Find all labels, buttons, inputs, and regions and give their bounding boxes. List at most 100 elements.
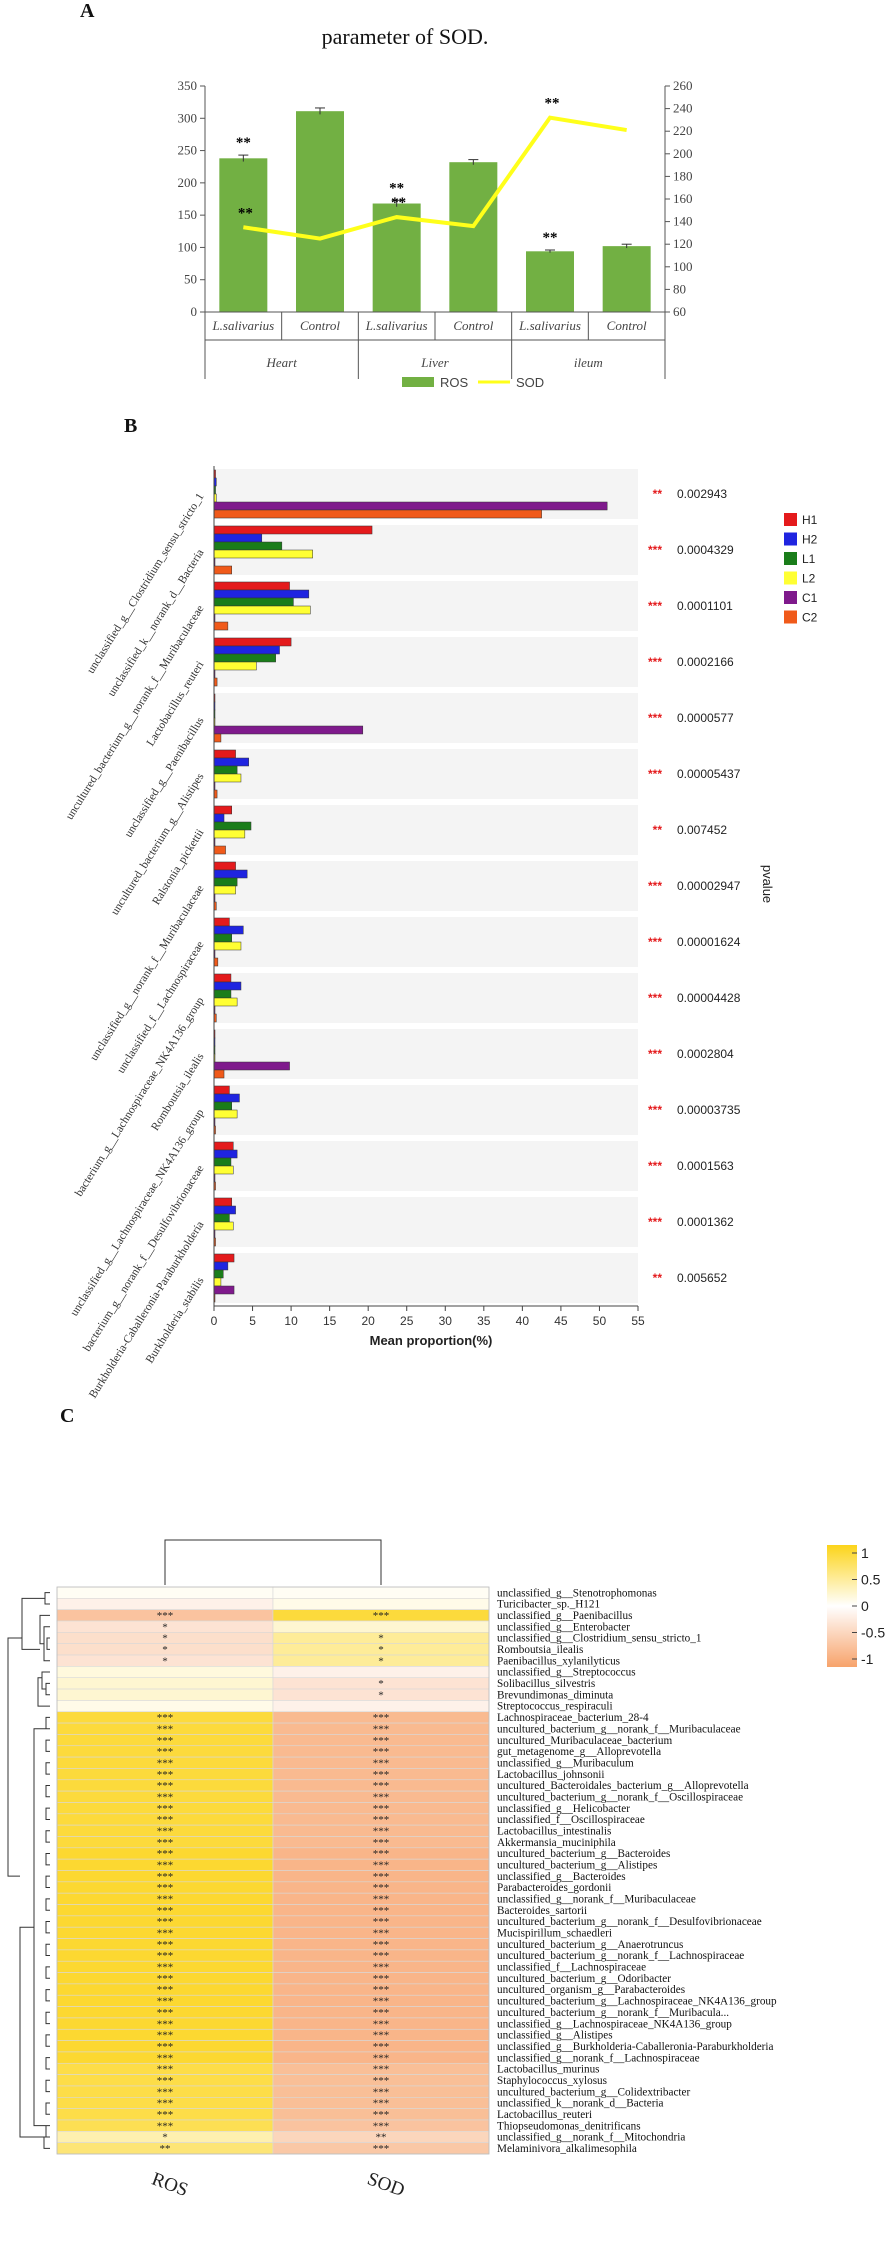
chart-c-row-label: uncultured_bacterium_g__Bacteroides bbox=[497, 1848, 670, 1860]
chart-c-row-label: uncultured_bacterium_g__Anaerotruncus bbox=[497, 1939, 683, 1951]
chart-b-significance-stars: *** bbox=[648, 991, 662, 1005]
chart-c-row-label: uncultured_Muribaculaceae_bacterium bbox=[497, 1735, 672, 1747]
chart-c-cell-stars: *** bbox=[373, 1746, 390, 1758]
chart-a-right-tick-label: 180 bbox=[673, 168, 693, 183]
chart-c-row-label: unclassified_g__norank_f__Lachnospiracea… bbox=[497, 2052, 700, 2064]
chart-c-cell-stars: *** bbox=[373, 1950, 390, 1962]
chart-c-cell-stars: * bbox=[162, 2132, 168, 2144]
chart-c-cell-stars: *** bbox=[373, 1712, 390, 1724]
chart-c-cell-stars: *** bbox=[157, 1860, 174, 1872]
chart-c-row-label: Solibacillus_silvestris bbox=[497, 1678, 595, 1690]
chart-b-legend-swatch-H1 bbox=[784, 513, 797, 526]
chart-c-row-label: unclassified_g__Lachnospiraceae_NK4A136_… bbox=[497, 2018, 732, 2030]
chart-a-sod-star: ** bbox=[545, 96, 560, 112]
chart-c-cell-stars: *** bbox=[373, 1723, 390, 1735]
chart-a-ros-bar bbox=[526, 251, 574, 312]
chart-b-pvalue: 0.002943 bbox=[677, 487, 727, 501]
chart-c-cell-ROS bbox=[56, 1586, 274, 1599]
chart-b-significance-stars: *** bbox=[648, 879, 662, 893]
chart-c-row-label: uncultured_bacterium_g__Odoribacter bbox=[497, 1973, 671, 1985]
chart-b-x-tick-label: 15 bbox=[323, 1314, 337, 1328]
chart-c-cell-stars: *** bbox=[373, 1825, 390, 1837]
chart-b-x-tick-label: 40 bbox=[516, 1314, 530, 1328]
chart-a-category-label: Control bbox=[607, 318, 647, 333]
chart-c-cell-stars: *** bbox=[373, 2075, 390, 2087]
chart-c-column-label: ROS bbox=[149, 2169, 191, 2201]
chart-a-category-label: Control bbox=[453, 318, 493, 333]
chart-c-heatmap-border bbox=[56, 1586, 490, 2155]
chart-c-cell-stars: *** bbox=[157, 1837, 174, 1849]
chart-b-pvalue: 0.00001624 bbox=[677, 935, 741, 949]
chart-c-cell-stars: *** bbox=[373, 2018, 390, 2030]
chart-c-cell-stars: *** bbox=[373, 2007, 390, 2019]
chart-b-legend-label-C1: C1 bbox=[802, 591, 818, 605]
chart-b-x-tick-label: 45 bbox=[554, 1314, 568, 1328]
chart-c-cell-SOD bbox=[272, 1666, 490, 1679]
chart-c-row-label: Parabacteroides_gordonii bbox=[497, 1882, 611, 1894]
chart-c-cell-stars: *** bbox=[157, 1871, 174, 1883]
chart-c-row-label: uncultured_bacterium_g__norank_f__Desulf… bbox=[497, 1916, 762, 1928]
chart-c-cell-stars: *** bbox=[157, 2018, 174, 2030]
chart-c-cell-stars: ** bbox=[160, 2143, 171, 2155]
chart-a-group-label: Liver bbox=[420, 355, 449, 370]
chart-b-x-tick-label: 20 bbox=[362, 1314, 376, 1328]
chart-a-left-tick-label: 350 bbox=[178, 78, 198, 93]
chart-c-row-label: unclassified_f__Oscillospiraceae bbox=[497, 1814, 645, 1826]
chart-b-x-tick-label: 25 bbox=[400, 1314, 414, 1328]
chart-b-pvalue: 0.005652 bbox=[677, 1271, 727, 1285]
chart-c-row-label: uncultured_bacterium_g__norank_f__Muriba… bbox=[497, 2007, 729, 2019]
chart-c-cell-stars: *** bbox=[157, 1814, 174, 1826]
chart-b-row-background bbox=[214, 917, 638, 967]
chart-c-row-label: uncultured_bacterium_g__Alistipes bbox=[497, 1860, 657, 1872]
chart-a-category-label: L.salivarius bbox=[365, 318, 428, 333]
chart-b-row-background bbox=[214, 973, 638, 1023]
chart-c-row-label: unclassified_g__Alistipes bbox=[497, 2030, 613, 2042]
chart-c-row-label: Akkermansia_muciniphila bbox=[497, 1837, 616, 1849]
chart-b-significance-stars: ** bbox=[653, 487, 663, 501]
chart-c-cell-stars: *** bbox=[373, 1860, 390, 1872]
chart-b-x-tick-label: 5 bbox=[249, 1314, 256, 1328]
chart-a-left-tick-label: 250 bbox=[178, 143, 198, 158]
chart-a-category-label: L.salivarius bbox=[211, 318, 274, 333]
chart-c-cell-stars: *** bbox=[157, 2075, 174, 2087]
chart-c-row-label: Lactobacillus_johnsonii bbox=[497, 1769, 605, 1781]
chart-c-row-label: unclassified_g__Paenibacillus bbox=[497, 1610, 632, 1622]
chart-c-cell-stars: * bbox=[162, 1655, 168, 1667]
chart-c-cell-stars: *** bbox=[157, 1780, 174, 1792]
chart-c-cell-stars: *** bbox=[157, 1803, 174, 1815]
chart-a-title: parameter of SOD. bbox=[321, 24, 489, 49]
chart-a-ros-sod: 0 50 100 150 200 250 300 350 60 80 100 120 140 160 180… bbox=[178, 78, 693, 390]
chart-c-cell-ROS bbox=[56, 1688, 274, 1701]
chart-a-ros-bar bbox=[219, 158, 268, 312]
chart-c-cell-stars: *** bbox=[373, 1882, 390, 1894]
chart-c-cell-ROS bbox=[56, 1666, 274, 1679]
chart-c-row-label: Streptococcus_respiraculi bbox=[497, 1701, 613, 1713]
chart-b-pvalue: 0.0000577 bbox=[677, 711, 734, 725]
chart-c-row-label: uncultured_organism_g__Parabacteroides bbox=[497, 1984, 685, 1996]
chart-a-ros-star: ** bbox=[543, 230, 558, 246]
chart-c-row-label: unclassified_g__Burkholderia-Caballeroni… bbox=[497, 2041, 774, 2053]
chart-a-right-tick-label: 160 bbox=[673, 191, 693, 206]
chart-b-significance-stars: *** bbox=[648, 599, 662, 613]
chart-b-pvalue-axis-title: pvalue bbox=[760, 865, 775, 903]
chart-c-color-scale-label: 0.5 bbox=[861, 1572, 881, 1588]
chart-c-cell-stars: *** bbox=[157, 1984, 174, 1996]
chart-c-cell-stars: *** bbox=[157, 1723, 174, 1735]
chart-a-ros-bar bbox=[449, 162, 498, 312]
chart-a-right-tick-label: 140 bbox=[673, 214, 693, 229]
chart-a-left-tick-label: 0 bbox=[191, 304, 198, 319]
panel-b-label: B bbox=[124, 415, 138, 437]
chart-c-cell-stars: *** bbox=[157, 1996, 174, 2008]
chart-b-pvalue: 0.0002804 bbox=[677, 1047, 734, 1061]
chart-c-cell-stars: *** bbox=[157, 1791, 174, 1803]
chart-b-pvalue: 0.00005437 bbox=[677, 767, 741, 781]
chart-b-significance-stars: *** bbox=[648, 767, 662, 781]
chart-c-cell-stars: *** bbox=[373, 2120, 390, 2132]
chart-a-ros-star: ** bbox=[236, 135, 251, 151]
chart-c-cell-stars: ** bbox=[376, 2132, 387, 2144]
chart-b-row-background bbox=[214, 805, 638, 855]
chart-c-cell-stars: *** bbox=[373, 1814, 390, 1826]
chart-b-significance-stars: *** bbox=[648, 543, 662, 557]
chart-c-cell-SOD bbox=[272, 1620, 490, 1633]
chart-c-cell-stars: * bbox=[378, 1689, 384, 1701]
